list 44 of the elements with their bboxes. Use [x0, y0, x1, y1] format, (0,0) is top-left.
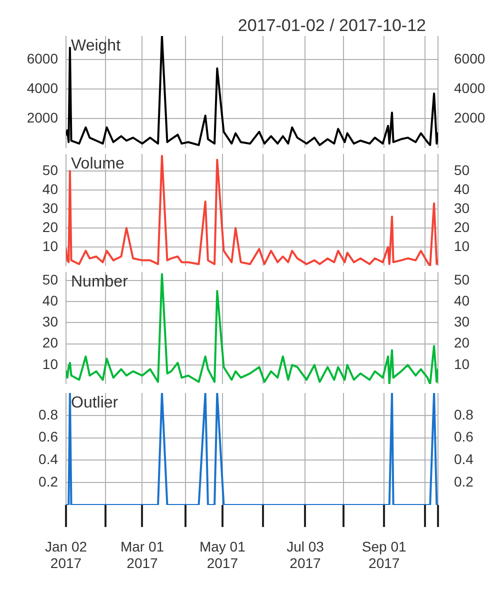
x-tick-label: Sep 01 2017 [362, 538, 407, 572]
y-tick-label: 0.4 [38, 451, 58, 468]
y-tick-label: 20 [42, 334, 58, 351]
series-label: Weight [71, 37, 122, 54]
y2-tick-label: 0.6 [454, 428, 474, 445]
y2-tick-label: 0.8 [454, 406, 474, 422]
y-tick-label: 10 [42, 356, 58, 372]
y2-tick-label: 40 [454, 180, 470, 197]
y2-tick-label: 20 [454, 334, 470, 351]
y-tick-label: 6000 [26, 50, 58, 66]
series-label: Volume [71, 155, 124, 172]
y2-tick-label: 0.4 [454, 451, 474, 468]
y-tick-label: 2000 [26, 109, 58, 126]
x-tick-label: Jan 02 2017 [44, 538, 88, 572]
x-tick-label: May 01 2017 [199, 538, 246, 572]
y-tick-label: 50 [42, 271, 58, 288]
x-tick-label: Jul 03 2017 [286, 538, 324, 572]
y2-tick-label: 0.2 [454, 473, 474, 490]
y-tick-label: 20 [42, 218, 58, 235]
y-tick-label: 30 [42, 200, 58, 216]
y2-tick-label: 40 [454, 292, 470, 308]
y-tick-label: 40 [42, 180, 58, 197]
y2-tick-label: 6000 [454, 50, 486, 66]
series-label: Outlier [71, 394, 119, 412]
y2-tick-label: 50 [454, 271, 470, 288]
y2-tick-label: 20 [454, 218, 470, 235]
y-tick-label: 30 [42, 314, 58, 330]
y-tick-label: 0.2 [38, 473, 58, 490]
x-tick-label: Mar 01 2017 [120, 538, 164, 572]
y2-tick-label: 4000 [454, 80, 486, 96]
y2-tick-label: 50 [454, 162, 470, 178]
y-tick-label: 40 [42, 292, 58, 308]
y-tick-label: 0.8 [38, 406, 58, 422]
text: Number [71, 273, 129, 290]
y-tick-label: 10 [42, 238, 58, 254]
y-tick-label: 50 [42, 162, 58, 178]
y2-tick-label: 30 [454, 314, 470, 330]
y2-tick-label: 10 [454, 238, 470, 254]
y2-tick-label: 30 [454, 200, 470, 216]
y2-tick-label: 2000 [454, 109, 486, 126]
chart-title: 2017-01-02 / 2017-10-12 [238, 16, 426, 35]
y-tick-label: 4000 [26, 80, 58, 96]
y-tick-label: 0.6 [38, 428, 58, 445]
y2-tick-label: 10 [454, 356, 470, 372]
